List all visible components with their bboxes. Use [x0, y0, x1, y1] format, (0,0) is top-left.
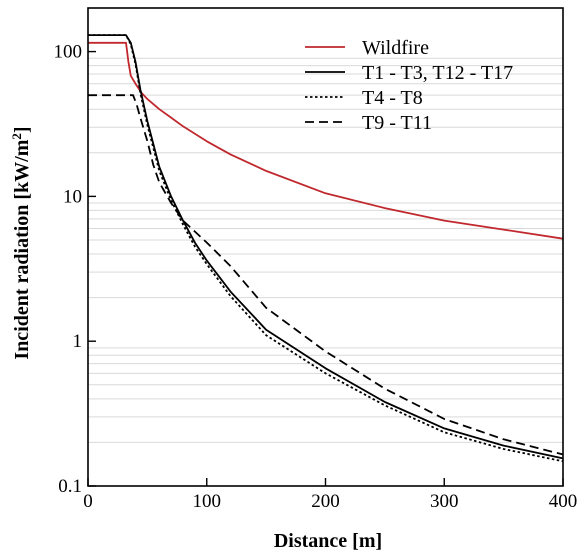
legend-label-4: T9 - T11: [362, 112, 432, 134]
x-tick-label: 400: [549, 491, 578, 512]
y-tick-label: 100: [54, 42, 83, 63]
y-axis-label-main: Incident radiation [kW/m: [11, 139, 33, 359]
series-line-1: [88, 41, 564, 240]
x-tick-label: 200: [311, 491, 340, 512]
x-tick-label: 300: [430, 491, 459, 512]
series-group: [88, 34, 564, 463]
series-line-4: [88, 94, 564, 456]
x-axis-label: Distance [m]: [274, 530, 382, 552]
legend: Wildfire T1 - T3, T12 - T17 T4 - T8 T9 - T1…: [305, 37, 513, 134]
legend-label-2: T1 - T3, T12 - T17: [362, 62, 513, 84]
y-axis-label-superscript: 2: [9, 133, 24, 140]
grid: [88, 57, 563, 443]
ticks: 0 100 200 300 400 0.1 1 10 100: [54, 42, 578, 512]
x-tick-label: 0: [83, 491, 93, 512]
y-axis-label-end: ]: [11, 126, 33, 133]
y-tick-label: 0.1: [58, 476, 82, 497]
y-tick-label: 10: [63, 186, 82, 207]
y-axis-label: Incident radiation [kW/m2]: [9, 126, 33, 359]
series-line-2: [88, 34, 564, 460]
legend-label-1: Wildfire: [362, 37, 429, 59]
legend-label-3: T4 - T8: [362, 87, 423, 109]
x-tick-label: 100: [193, 491, 222, 512]
y-tick-label: 1: [73, 331, 83, 352]
series-line-3: [88, 34, 564, 463]
